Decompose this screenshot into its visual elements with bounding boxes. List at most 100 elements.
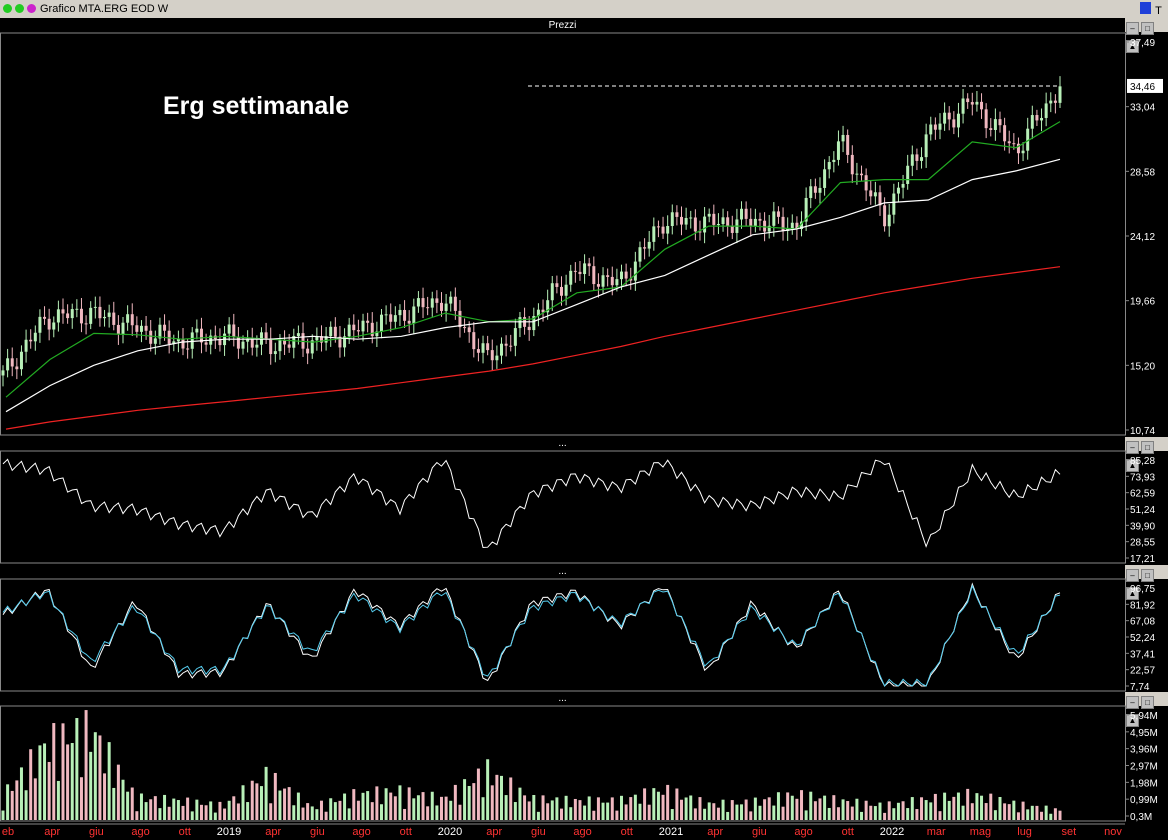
volume-bar: [532, 794, 536, 820]
candle-body: [513, 328, 517, 346]
candle-body: [864, 175, 868, 191]
volume-bar: [643, 788, 647, 820]
candle-body: [592, 266, 596, 285]
volume-bar: [472, 783, 476, 820]
volume-bar: [675, 788, 679, 820]
minimize-icon[interactable]: –: [1126, 441, 1139, 454]
volume-bar: [800, 790, 804, 820]
x-axis-label: mar: [927, 826, 946, 838]
volume-bar: [56, 780, 60, 820]
candle-body: [1030, 115, 1034, 129]
candle-body: [333, 326, 337, 337]
candle-body: [416, 298, 420, 307]
volume-bar: [333, 802, 337, 820]
candle-body: [89, 307, 93, 324]
candle-body: [467, 327, 471, 333]
restore-icon[interactable]: □: [1141, 441, 1154, 454]
volume-bar: [767, 797, 771, 820]
volume-bar: [744, 799, 748, 820]
candle-body: [84, 323, 88, 325]
candle-body: [920, 157, 924, 161]
candle-body: [181, 338, 185, 349]
candle-body: [315, 336, 319, 341]
volume-bar: [458, 804, 462, 820]
volume-bar: [75, 718, 79, 820]
up-arrow-icon[interactable]: ▲: [1126, 714, 1139, 727]
volume-bar: [89, 751, 93, 820]
candle-body: [47, 318, 51, 330]
candle-body: [712, 213, 716, 225]
up-arrow-icon[interactable]: ▲: [1126, 587, 1139, 600]
volume-bar: [269, 803, 273, 820]
rsi-axis-label: 51,24: [1130, 505, 1155, 516]
candle-body: [324, 336, 328, 343]
ma-long-line: [5, 266, 1061, 430]
volume-bar: [1, 810, 5, 820]
minimize-icon[interactable]: –: [1126, 696, 1139, 709]
candle-body: [412, 306, 416, 324]
rsi-axis-label: 85,28: [1130, 456, 1155, 467]
candle-body: [518, 317, 522, 329]
candle-body: [343, 336, 347, 348]
vol-panel-frame: [0, 705, 1126, 822]
stoch-panel-controls[interactable]: – □▲: [1125, 565, 1168, 600]
candle-body: [1, 370, 5, 376]
ma-mid-line: [5, 158, 1061, 413]
candle-body: [836, 141, 840, 160]
candle-body: [892, 193, 896, 215]
volume-bar: [204, 805, 208, 820]
candle-body: [149, 330, 153, 344]
minimize-icon[interactable]: –: [1126, 569, 1139, 582]
restore-icon[interactable]: □: [1141, 569, 1154, 582]
restore-icon[interactable]: □: [1141, 22, 1154, 35]
up-arrow-icon[interactable]: ▲: [1126, 40, 1139, 53]
candle-body: [426, 307, 430, 309]
stoch-axis-label: 37,41: [1130, 649, 1155, 660]
candle-body: [855, 173, 859, 175]
volume-bar: [213, 812, 217, 820]
status-green-icon: [15, 4, 24, 13]
volume-bar: [864, 800, 868, 820]
rsi-axis-label: 39,90: [1130, 521, 1155, 532]
candle-body: [661, 226, 665, 234]
candle-body: [730, 225, 734, 233]
rsi-line: [2, 458, 1061, 549]
volume-bar: [33, 778, 37, 820]
square-icon[interactable]: [1140, 2, 1151, 14]
volume-bar: [795, 798, 799, 820]
status-green-icon: [3, 4, 12, 13]
volume-bar: [689, 795, 693, 820]
candle-body: [541, 309, 545, 313]
volume-bar: [301, 807, 305, 820]
volume-bar: [841, 799, 845, 820]
volume-bar: [190, 811, 194, 820]
minimize-icon[interactable]: –: [1126, 22, 1139, 35]
volume-bar: [103, 773, 107, 820]
volume-bar: [139, 793, 143, 820]
price-panel-controls[interactable]: – □▲: [1125, 18, 1168, 53]
ma-short-line: [5, 121, 1061, 398]
text-tool-icon[interactable]: T: [1155, 5, 1162, 17]
candle-body: [726, 217, 730, 226]
rsi-panel-header: ...: [558, 438, 567, 449]
volume-bar: [952, 796, 956, 820]
x-axis-label: ago: [352, 826, 370, 838]
candle-body: [716, 224, 720, 226]
volume-panel-controls[interactable]: – □▲: [1125, 692, 1168, 727]
title-tools: T: [1138, 2, 1164, 17]
up-arrow-icon[interactable]: ▲: [1126, 459, 1139, 472]
restore-icon[interactable]: □: [1141, 696, 1154, 709]
candle-body: [449, 296, 453, 304]
rsi-panel-controls[interactable]: – □▲: [1125, 437, 1168, 472]
volume-bar: [550, 800, 554, 820]
candle-body: [1012, 143, 1016, 145]
volume-bar: [490, 785, 494, 820]
price-axis-label: 15,20: [1130, 361, 1155, 372]
volume-bar: [827, 807, 831, 820]
volume-bar: [786, 792, 790, 820]
candle-body: [486, 343, 490, 351]
candle-body: [832, 159, 836, 163]
candle-body: [70, 309, 74, 319]
candle-body: [398, 309, 402, 316]
candle-body: [103, 316, 107, 319]
